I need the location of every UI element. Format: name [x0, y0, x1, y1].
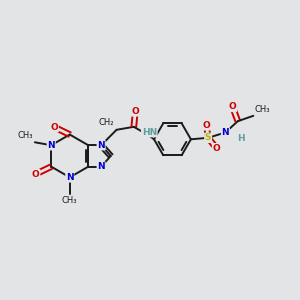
Text: CH₃: CH₃: [255, 105, 270, 114]
Text: O: O: [213, 144, 220, 153]
Text: N: N: [221, 128, 229, 137]
Text: O: O: [32, 169, 40, 178]
Text: CH₂: CH₂: [99, 118, 114, 127]
Text: N: N: [97, 162, 105, 171]
Text: CH₃: CH₃: [62, 196, 77, 205]
Text: N: N: [97, 141, 105, 150]
Text: O: O: [203, 121, 211, 130]
Text: O: O: [131, 107, 139, 116]
Text: H: H: [237, 134, 245, 143]
Text: S: S: [205, 133, 211, 142]
Text: N: N: [47, 141, 55, 150]
Text: HN: HN: [142, 128, 157, 137]
Text: O: O: [50, 123, 58, 132]
Text: N: N: [66, 173, 74, 182]
Text: CH₃: CH₃: [18, 131, 33, 140]
Text: O: O: [229, 102, 236, 111]
